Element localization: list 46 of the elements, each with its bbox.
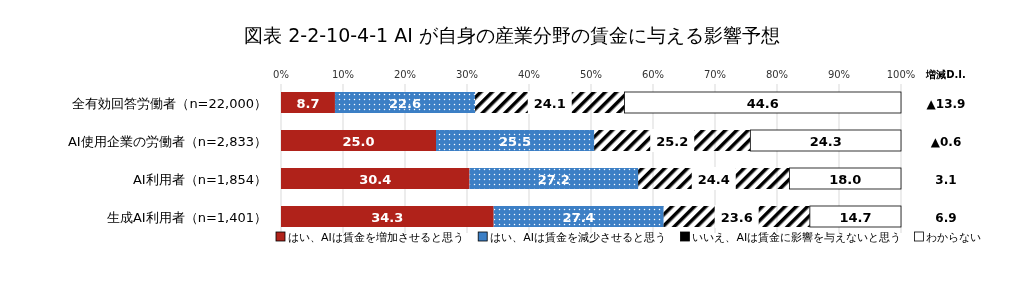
bar — [281, 168, 470, 189]
legend-label: はい、AIは賃金を減少させると思う — [490, 231, 666, 244]
legend-label: いいえ、AIは賃金に影響を与えないと思う — [692, 231, 902, 244]
data-label: 8.7 — [296, 95, 320, 111]
chart-title: 図表 2-2-10-4-1 AI が自身の産業分野の賃金に与える影響予想 — [244, 24, 780, 46]
text: ▲13.9 — [926, 96, 966, 111]
data-label: 14.7 — [839, 209, 872, 225]
x-tick-label: 20% — [393, 69, 417, 80]
text: 3.1 — [935, 172, 957, 187]
bar — [281, 130, 436, 151]
x-tick-label: 100% — [886, 69, 916, 80]
data-label: 27.2 — [537, 171, 570, 187]
text: 増減D.I. — [925, 69, 966, 80]
y-tick-label: AI利用者（n=1,854） — [132, 171, 267, 187]
x-tick-label: 50% — [579, 69, 603, 80]
y-tick-label: 生成AI利用者（n=1,401） — [106, 209, 267, 225]
x-tick-label: 10% — [331, 69, 355, 80]
data-label: 34.3 — [371, 209, 404, 225]
x-tick-label: 80% — [765, 69, 789, 80]
bar — [493, 206, 664, 227]
x-tick-label: 70% — [703, 69, 727, 80]
x-tick-label: 90% — [827, 69, 851, 80]
x-tick-label: 40% — [517, 69, 541, 80]
x-tick-label: 30% — [455, 69, 479, 80]
data-label: 25.0 — [342, 133, 375, 149]
data-label: 24.3 — [809, 133, 842, 149]
x-tick-label: 60% — [641, 69, 665, 80]
text: 6.9 — [935, 210, 957, 225]
legend-label: わからない — [926, 231, 982, 244]
bar — [469, 168, 639, 189]
bar — [334, 92, 476, 113]
x-tick-label: 0% — [273, 69, 289, 80]
bar — [436, 130, 595, 151]
legend-label: はい、AIは賃金を増加させると思う — [288, 231, 464, 244]
data-label: 24.4 — [697, 171, 730, 187]
data-label: 18.0 — [829, 171, 862, 187]
data-label: 23.6 — [720, 209, 753, 225]
data-label: 24.1 — [533, 95, 566, 111]
text: ▲0.6 — [930, 134, 962, 149]
data-label: 22.6 — [388, 95, 422, 111]
bar — [281, 206, 494, 227]
data-label: 44.6 — [746, 95, 779, 111]
y-tick-label: 全有効回答労働者（n=22,000） — [72, 95, 267, 111]
data-label: 25.2 — [656, 133, 689, 149]
data-label: 30.4 — [359, 171, 392, 187]
y-tick-label: AI使用企業の労働者（n=2,833） — [67, 133, 267, 149]
